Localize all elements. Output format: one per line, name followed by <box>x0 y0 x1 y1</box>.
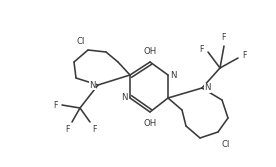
Text: OH: OH <box>143 119 156 127</box>
Text: N: N <box>121 94 128 103</box>
Text: N: N <box>89 80 96 90</box>
Text: Cl: Cl <box>222 140 230 149</box>
Text: F: F <box>222 33 226 42</box>
Text: OH: OH <box>143 46 156 55</box>
Text: F: F <box>200 45 204 54</box>
Text: N: N <box>170 70 176 79</box>
Text: Cl: Cl <box>77 38 85 46</box>
Text: F: F <box>54 101 58 110</box>
Text: F: F <box>242 51 246 60</box>
Text: N: N <box>204 84 211 93</box>
Text: F: F <box>66 125 70 134</box>
Text: F: F <box>92 125 97 134</box>
